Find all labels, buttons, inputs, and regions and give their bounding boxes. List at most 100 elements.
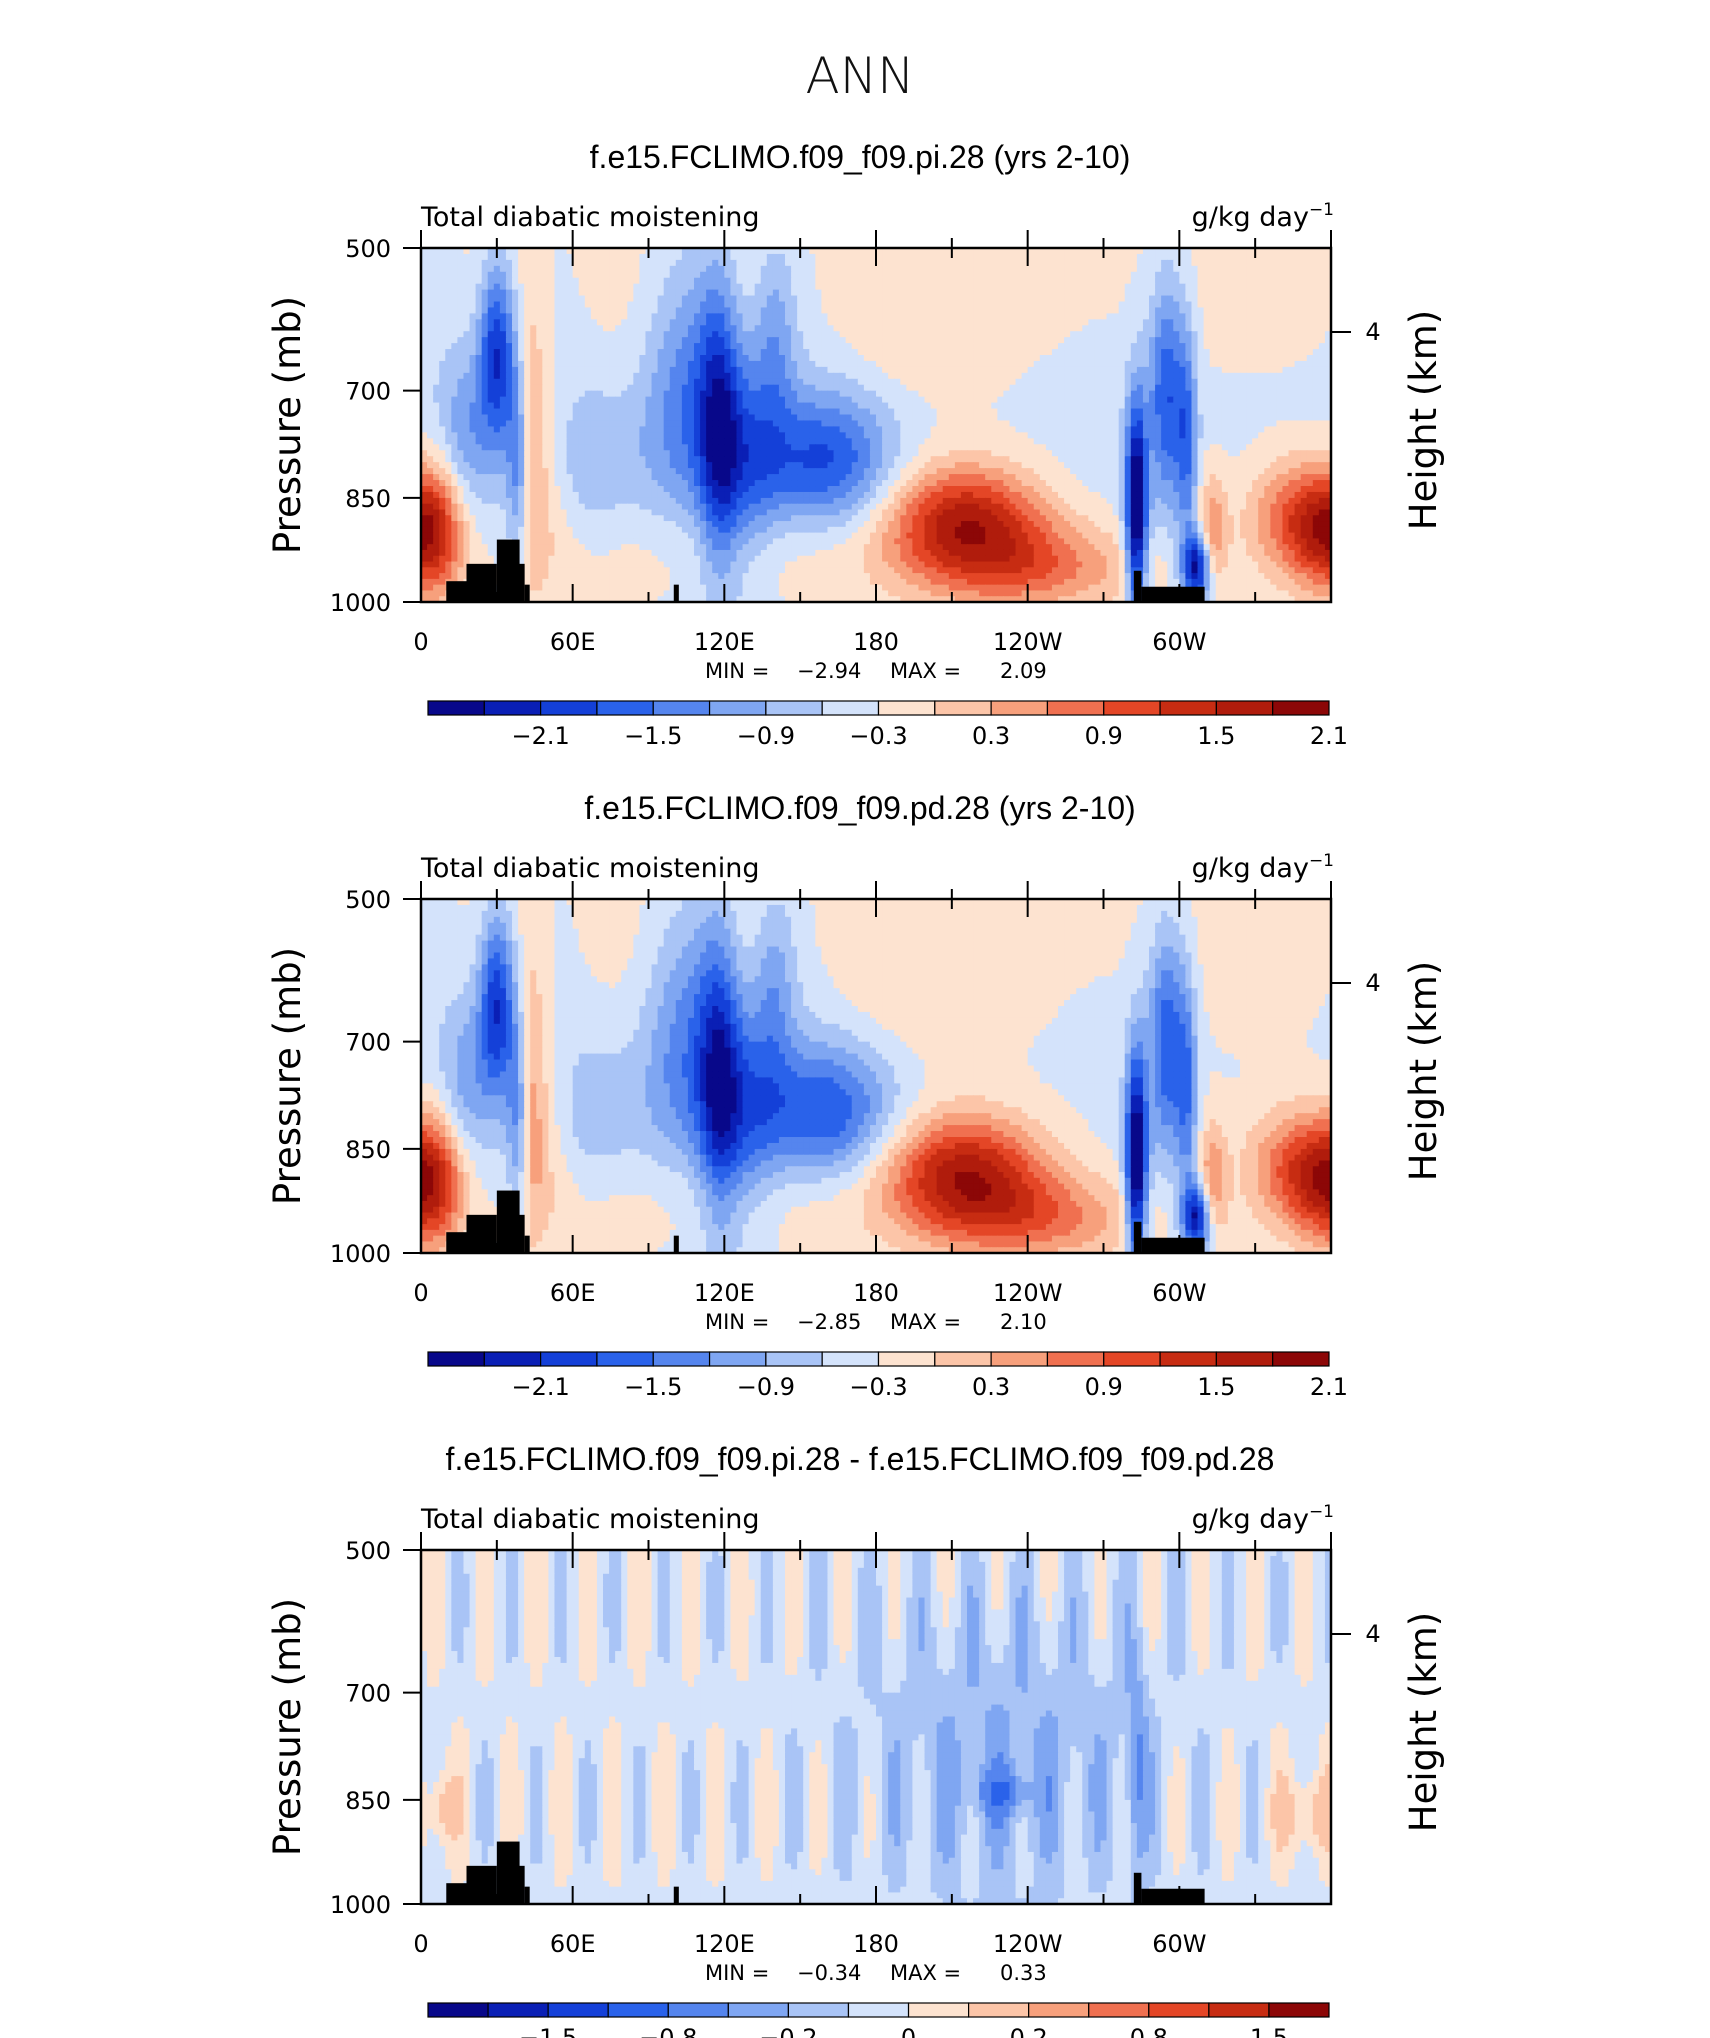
- figure-title: ANN: [805, 47, 914, 105]
- panel-title: f.e15.FCLIMO.f09_f09.pi.28 (yrs 2-10): [590, 139, 1131, 175]
- y-tick-label: 1000: [330, 1240, 391, 1268]
- min-label: MIN =: [705, 1310, 769, 1334]
- y-tick-label: 850: [345, 1136, 391, 1164]
- colorbar-swatch: [990, 700, 1049, 716]
- max-label: MAX =: [890, 1310, 961, 1334]
- panel-title: f.e15.FCLIMO.f09_f09.pi.28 - f.e15.FCLIM…: [446, 1441, 1275, 1477]
- colorbar-swatch: [483, 1351, 542, 1367]
- y-axis-title: Pressure (mb): [266, 1598, 309, 1856]
- colorbar-label: 0.3: [972, 1373, 1010, 1401]
- colorbar-swatch: [487, 2002, 549, 2018]
- colorbar-swatch: [877, 700, 936, 716]
- colorbar-label: −2.1: [511, 1373, 569, 1401]
- x-tick-label: 120E: [694, 1930, 755, 1958]
- y-axis-title: Pressure (mb): [266, 947, 309, 1205]
- colorbar-swatch: [427, 700, 485, 716]
- colorbar-swatch: [821, 1351, 880, 1367]
- colorbar-swatch: [1148, 2002, 1210, 2018]
- x-tick-label: 180: [853, 1930, 899, 1958]
- colorbar-swatch: [427, 2002, 489, 2018]
- colorbar: −2.1 −1.5 −0.9 −0.3 0.3 0.9 1.5 2.1: [427, 1351, 1348, 1401]
- colorbar-swatch: [1046, 700, 1105, 716]
- min-value: −0.34: [797, 1961, 861, 1985]
- colorbar-swatch: [877, 1351, 936, 1367]
- x-tick-label: 0: [413, 628, 428, 656]
- land-mask: [446, 1841, 1205, 1904]
- units-label: g/kg day−1: [1192, 1502, 1334, 1535]
- y-axis: 500 700 850 1000 Pressure (mb): [266, 1537, 421, 1919]
- x-tick-label: 60W: [1152, 628, 1206, 656]
- y-axis-title: Pressure (mb): [266, 296, 309, 554]
- min-label: MIN =: [705, 659, 769, 683]
- x-tick-label: 0: [413, 1279, 428, 1307]
- y2-tick-label: 4: [1365, 318, 1380, 346]
- colorbar-label: 0.2: [1010, 2024, 1048, 2038]
- x-tick-label: 60E: [550, 1930, 596, 1958]
- max-label: MAX =: [890, 1961, 961, 1985]
- colorbar-swatch: [1215, 700, 1274, 716]
- y-axis: 500 700 850 1000 Pressure (mb): [266, 886, 421, 1268]
- x-tick-label: 180: [853, 628, 899, 656]
- colorbar-label: −0.9: [737, 1373, 795, 1401]
- colorbar-label: −1.5: [519, 2024, 577, 2038]
- colorbar-swatch: [427, 1351, 485, 1367]
- colorbar-swatch: [934, 1351, 992, 1367]
- y-tick-label: 500: [345, 1537, 391, 1565]
- x-tick-label: 120E: [694, 1279, 755, 1307]
- max-label: MAX =: [890, 659, 961, 683]
- colorbar-swatch: [1272, 1351, 1330, 1367]
- y2-axis-title: Height (km): [1402, 1612, 1445, 1832]
- colorbar-swatch: [1215, 1351, 1274, 1367]
- y2-tick-label: 4: [1365, 969, 1380, 997]
- colorbar-swatch: [1103, 1351, 1161, 1367]
- colorbar-swatch: [787, 2002, 850, 2018]
- colorbar-label: −0.2: [759, 2024, 817, 2038]
- y2-axis: 4 Height (km): [1331, 961, 1445, 1181]
- x-tick-label: 180: [853, 1279, 899, 1307]
- colorbar-swatch: [727, 2002, 789, 2018]
- colorbar-label: 0: [901, 2024, 916, 2038]
- colorbar-swatch: [967, 2002, 1030, 2018]
- y-tick-label: 850: [345, 485, 391, 513]
- y2-tick-label: 4: [1365, 1620, 1380, 1648]
- colorbar-swatch: [596, 700, 654, 716]
- colorbar-swatch: [1268, 2002, 1330, 2018]
- land-mask: [446, 539, 1205, 602]
- colorbar-label: 0.8: [1130, 2024, 1168, 2038]
- colorbar-label: 1.5: [1197, 722, 1235, 750]
- y-tick-label: 700: [345, 1029, 391, 1057]
- x-tick-label: 120W: [993, 1279, 1063, 1307]
- contour-field: [421, 1550, 1332, 1905]
- colorbar-swatch: [540, 1351, 598, 1367]
- colorbar-label: −0.3: [849, 1373, 907, 1401]
- x-tick-label: 120E: [694, 628, 755, 656]
- y2-axis: 4 Height (km): [1331, 1612, 1445, 1832]
- x-tick-label: 120W: [993, 628, 1063, 656]
- panel-title: f.e15.FCLIMO.f09_f09.pd.28 (yrs 2-10): [584, 790, 1135, 826]
- colorbar-swatch: [483, 700, 542, 716]
- colorbar-swatch: [765, 700, 823, 716]
- colorbar-swatch: [1208, 2002, 1270, 2018]
- colorbar-swatch: [708, 1351, 767, 1367]
- x-tick-label: 60W: [1152, 1279, 1206, 1307]
- min-max-stats: MIN = −2.94 MAX = 2.09: [705, 659, 1047, 683]
- colorbar-label: −0.8: [639, 2024, 697, 2038]
- colorbar-label: 0.9: [1085, 1373, 1123, 1401]
- colorbar: −1.5 −0.8 −0.2 0 0.2 0.8 1.5: [427, 2002, 1330, 2038]
- colorbar-swatch: [934, 700, 992, 716]
- y-tick-label: 500: [345, 886, 391, 914]
- colorbar-swatch: [1028, 2002, 1090, 2018]
- colorbar-label: 1.5: [1197, 1373, 1235, 1401]
- colorbar-swatch: [990, 1351, 1049, 1367]
- panel-3: f.e15.FCLIMO.f09_f09.pi.28 - f.e15.FCLIM…: [266, 1441, 1445, 2038]
- colorbar-swatch: [821, 700, 880, 716]
- colorbar-swatch: [907, 2002, 970, 2018]
- colorbar-swatch: [847, 2002, 910, 2018]
- colorbar-swatch: [547, 2002, 609, 2018]
- x-axis: 0 60E 120E 180 120W 60W: [413, 881, 1332, 1307]
- colorbar-label: 1.5: [1250, 2024, 1288, 2038]
- x-tick-label: 120W: [993, 1930, 1063, 1958]
- colorbar-label: −1.5: [624, 1373, 682, 1401]
- contour-field: [421, 899, 1332, 1254]
